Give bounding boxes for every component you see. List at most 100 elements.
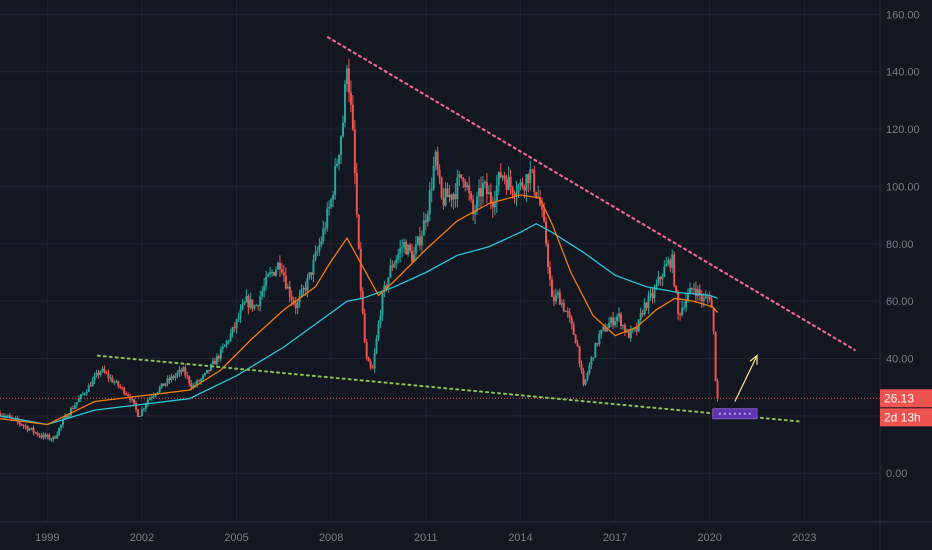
candle-body <box>156 391 159 395</box>
candle-body <box>217 356 220 359</box>
candle-body <box>282 272 285 276</box>
candle-body <box>375 338 378 354</box>
candle-body <box>345 68 348 85</box>
drawings[interactable] <box>0 36 880 423</box>
candle-body <box>310 272 313 275</box>
candle-body <box>476 196 479 211</box>
candle-body <box>129 396 132 400</box>
candle-body <box>694 288 697 297</box>
candle-body <box>357 214 360 249</box>
candle-body <box>154 394 157 396</box>
candle-body <box>67 415 70 418</box>
candle-body <box>71 408 74 410</box>
candle-body <box>619 313 622 327</box>
candle-body <box>698 289 701 296</box>
candle-body <box>284 275 287 289</box>
candle-body <box>497 171 500 186</box>
candle-body <box>365 342 368 358</box>
candle-body <box>511 186 514 194</box>
candle-body <box>487 192 490 195</box>
y-tick-label: 120.00 <box>886 124 920 136</box>
candle-body <box>489 192 492 203</box>
candle-body <box>617 313 620 317</box>
x-tick-label: 2020 <box>697 532 721 544</box>
candle-body <box>140 409 143 416</box>
x-tick-label: 2023 <box>792 532 816 544</box>
candle-body <box>655 284 658 289</box>
candle-body <box>513 193 516 196</box>
candle-body <box>304 288 307 291</box>
candle-body <box>50 439 53 441</box>
candle-body <box>590 357 593 365</box>
candle-body <box>249 299 252 308</box>
candle-body <box>85 391 88 394</box>
candle-body <box>121 387 124 389</box>
candle-body <box>328 206 331 209</box>
candle-body <box>677 291 680 314</box>
candle-body <box>115 381 118 383</box>
candle-body <box>466 185 469 188</box>
candle-body <box>73 405 76 409</box>
candle-body <box>20 423 23 426</box>
candle-body <box>663 266 666 277</box>
candle-body <box>164 383 167 386</box>
candle-body <box>107 373 110 379</box>
candle-body <box>127 394 130 397</box>
countdown-label: 2d 13h <box>884 410 921 424</box>
candle-body <box>184 367 187 376</box>
candle-body <box>8 415 11 417</box>
candle-body <box>438 169 441 178</box>
candle-body <box>535 191 538 198</box>
candle-body <box>627 330 630 339</box>
candle-body <box>253 305 256 309</box>
candle-body <box>448 194 451 198</box>
candle-body <box>552 296 555 302</box>
candle-body <box>330 199 333 207</box>
candle-body <box>612 317 615 326</box>
candle-body <box>302 288 305 290</box>
candle-body <box>507 176 510 190</box>
projection-arrow-line <box>734 355 758 402</box>
candle-body <box>629 329 632 339</box>
candle-body <box>308 272 311 278</box>
candle-body <box>245 295 248 303</box>
candle-body <box>351 104 354 130</box>
candle-body <box>255 305 258 307</box>
candle-body <box>426 213 429 223</box>
candle-body <box>505 179 508 190</box>
candle-body <box>46 434 49 437</box>
candle-body <box>574 334 577 344</box>
candle-body <box>261 291 264 297</box>
candle-body <box>493 202 496 208</box>
candle-body <box>192 385 195 388</box>
candle-body <box>416 236 419 245</box>
candle-body <box>519 182 522 186</box>
candle-body <box>109 377 112 379</box>
candle-body <box>135 403 138 410</box>
candle-body <box>401 247 404 249</box>
candle-body <box>529 169 532 184</box>
candle-body <box>361 291 364 314</box>
candle-body <box>641 312 644 315</box>
candle-body <box>562 302 565 312</box>
y-tick-label: 0.00 <box>886 468 907 480</box>
candle-body <box>395 259 398 264</box>
candle-body <box>576 343 579 347</box>
candle-body <box>681 307 684 315</box>
candle-body <box>83 393 86 395</box>
candle-body <box>379 315 382 324</box>
candle-body <box>391 265 394 268</box>
candle-body <box>52 436 55 440</box>
candle-body <box>334 166 337 195</box>
candle-body <box>596 343 599 345</box>
candle-body <box>142 408 145 410</box>
candle-body <box>686 293 689 301</box>
candle-body <box>373 353 376 369</box>
candle-body <box>549 266 551 280</box>
candle-body <box>383 285 386 293</box>
candle-body <box>24 425 27 427</box>
candle-body <box>608 323 611 329</box>
candle-body <box>119 386 122 388</box>
candle-body <box>340 136 343 155</box>
